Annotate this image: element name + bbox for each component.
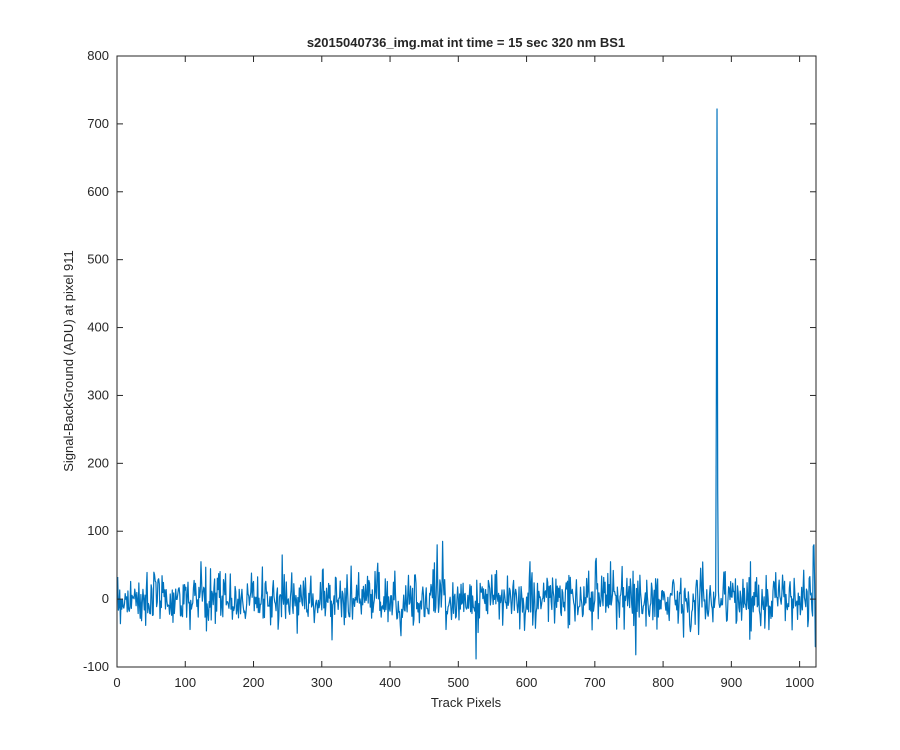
x-tick-label: 300: [311, 675, 333, 690]
x-tick-label: 200: [243, 675, 265, 690]
y-tick-label: 600: [87, 184, 109, 199]
y-tick-label: 500: [87, 252, 109, 267]
y-tick-label: 200: [87, 455, 109, 470]
y-axis: -100 0 100 200 300 400 500 600 700 800: [83, 48, 816, 674]
y-tick-label: 100: [87, 523, 109, 538]
x-tick-label: 700: [584, 675, 606, 690]
x-tick-label: 600: [516, 675, 538, 690]
axes-box: [116, 55, 817, 668]
y-tick-label: 700: [87, 116, 109, 131]
y-tick-label: 0: [102, 591, 109, 606]
x-tick-label: 100: [174, 675, 196, 690]
x-axis-label: Track Pixels: [431, 695, 502, 710]
y-tick-label: 400: [87, 320, 109, 335]
x-tick-label: 400: [379, 675, 401, 690]
y-tick-label: -100: [83, 659, 109, 674]
x-tick-label: 0: [113, 675, 120, 690]
x-tick-label: 1000: [785, 675, 814, 690]
x-tick-label: 900: [721, 675, 743, 690]
y-tick-label: 800: [87, 48, 109, 63]
x-tick-label: 500: [447, 675, 469, 690]
chart-title: s2015040736_img.mat int time = 15 sec 32…: [307, 35, 625, 50]
x-axis: 0 100 200 300 400 500 600 700 800 900 1000: [113, 56, 814, 690]
y-tick-label: 300: [87, 387, 109, 402]
x-tick-label: 800: [652, 675, 674, 690]
y-axis-label: Signal-BackGround (ADU) at pixel 911: [61, 250, 76, 472]
series-line: [117, 108, 816, 660]
plot-area: [116, 55, 817, 668]
